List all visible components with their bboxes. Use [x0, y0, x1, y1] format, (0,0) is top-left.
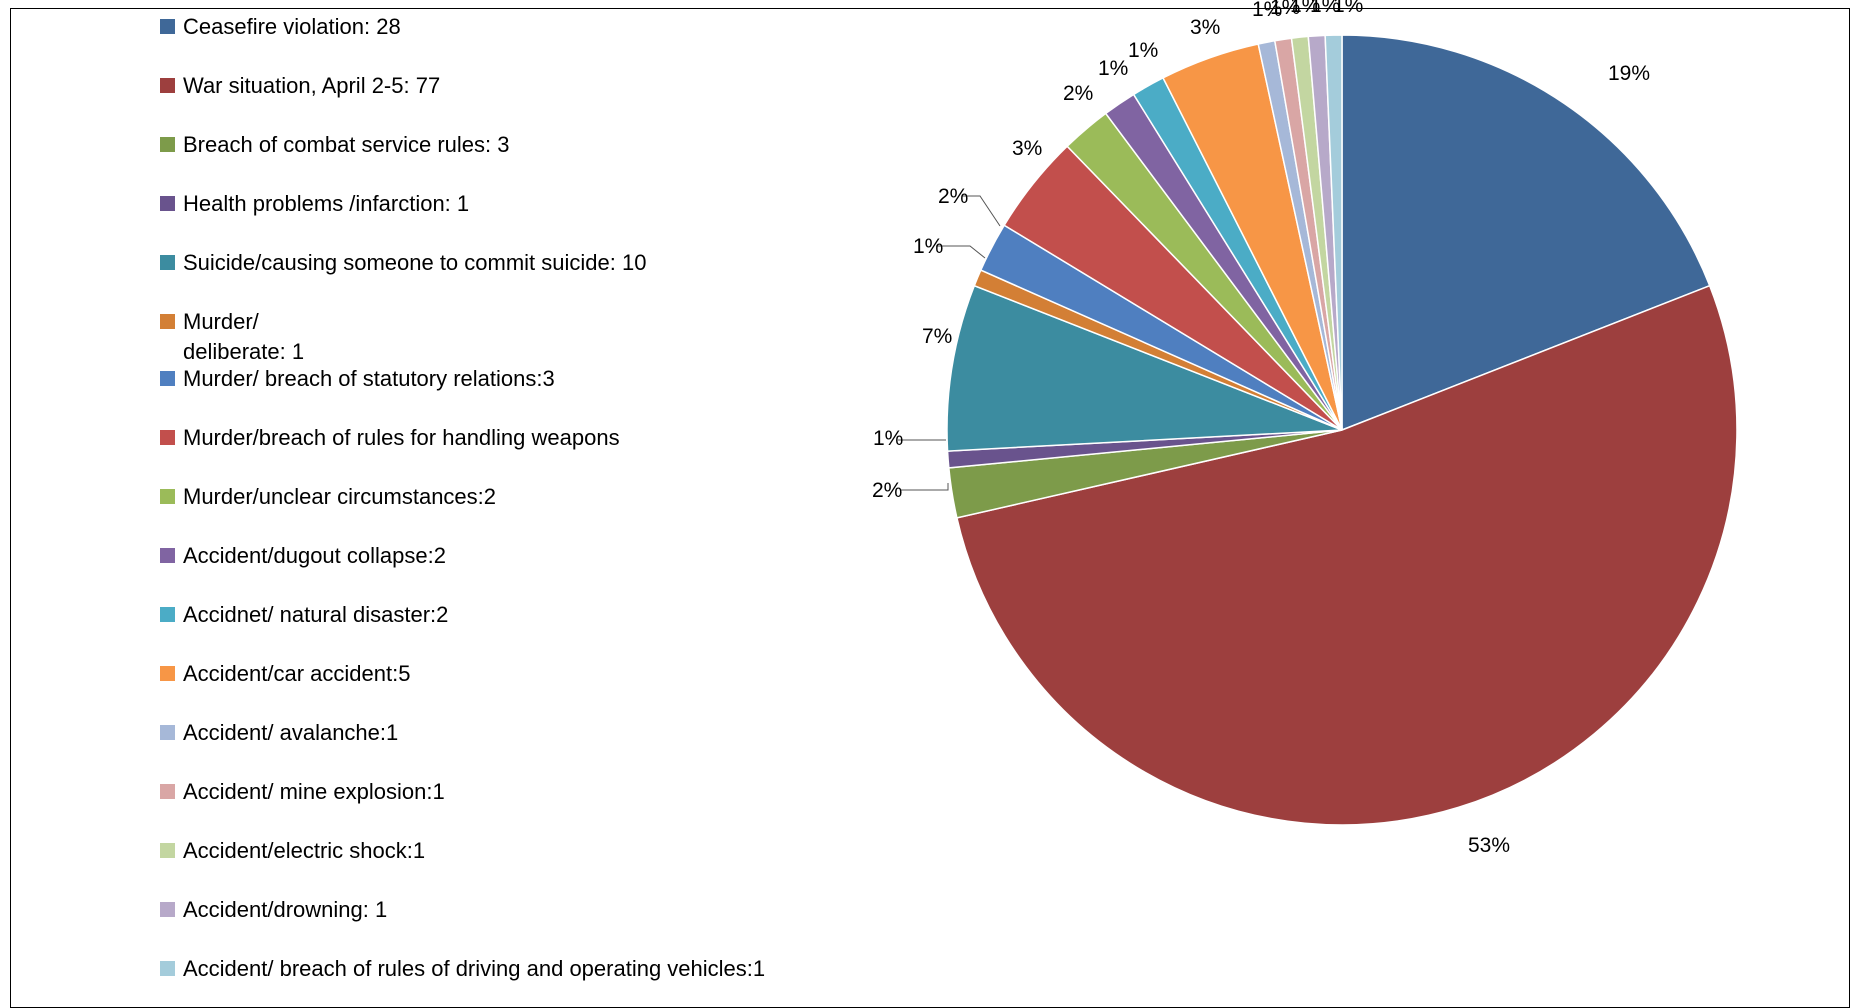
- legend-label: Breach of combat service rules: 3: [183, 132, 510, 157]
- legend-label: Murder/ deliberate: 1: [183, 309, 305, 364]
- legend-item: Murder/ deliberate: 1: [160, 307, 304, 367]
- legend-swatch: [160, 314, 175, 329]
- leader-line: [900, 483, 949, 491]
- legend-swatch: [160, 196, 175, 211]
- slice-percent-label: 1%: [1290, 0, 1320, 17]
- legend-label: Ceasefire violation: 28: [183, 14, 401, 39]
- legend-swatch: [160, 902, 175, 917]
- legend-swatch: [160, 255, 175, 270]
- legend-label: Accidnet/ natural disaster:2: [183, 602, 449, 627]
- legend-item: Accident/dugout collapse:2: [160, 541, 446, 571]
- legend-label: Murder/ breach of statutory relations:3: [183, 366, 555, 391]
- slice-percent-label: 2%: [1063, 82, 1093, 105]
- legend-item: Accident/car accident:5: [160, 659, 410, 689]
- legend-item: Accident/electric shock:1: [160, 836, 425, 866]
- legend-swatch: [160, 78, 175, 93]
- legend-label: Accident/electric shock:1: [183, 838, 426, 863]
- slice-percent-label: 7%: [922, 325, 952, 348]
- slice-percent-label: 3%: [1012, 137, 1042, 160]
- leader-line: [962, 195, 1001, 227]
- pie-slice: [1324, 34, 1343, 431]
- legend-item: Accident/ avalanche:1: [160, 718, 398, 748]
- legend-item: Health problems /infarction: 1: [160, 189, 469, 219]
- legend-item: Accident/ mine explosion:1: [160, 777, 445, 807]
- legend-label: Accident/car accident:5: [183, 661, 411, 686]
- legend-swatch: [160, 489, 175, 504]
- legend-swatch: [160, 607, 175, 622]
- slice-percent-label: 1%: [913, 235, 943, 258]
- legend-label: Murder/breach of rules for handling weap…: [183, 425, 620, 450]
- slice-percent-label: 53%: [1468, 834, 1510, 857]
- slice-percent-label: 1%: [1128, 39, 1158, 62]
- legend-swatch: [160, 961, 175, 976]
- legend-item: Murder/unclear circumstances:2: [160, 482, 496, 512]
- legend-swatch: [160, 666, 175, 681]
- slice-percent-label: 2%: [938, 185, 968, 208]
- legend-item: Accidnet/ natural disaster:2: [160, 600, 448, 630]
- legend-item: Murder/breach of rules for handling weap…: [160, 423, 620, 453]
- pie-slice: [1341, 34, 1711, 432]
- legend-swatch: [160, 137, 175, 152]
- legend-swatch: [160, 371, 175, 386]
- legend-swatch: [160, 843, 175, 858]
- leader-line: [936, 245, 986, 259]
- percent-labels: 19%53%2%1%7%1%2%3%2%1%1%3%1%1%1%1%1%: [872, 0, 1650, 857]
- slice-percent-label: 1%: [1270, 0, 1300, 19]
- legend-swatch: [160, 548, 175, 563]
- slice-percent-label: 1%: [1333, 0, 1363, 17]
- legend-item: Accident/ breach of rules of driving and…: [160, 954, 765, 984]
- slice-percent-label: 1%: [1310, 0, 1340, 17]
- legend-label: Accident/ mine explosion:1: [183, 779, 445, 804]
- legend-item: Suicide/causing someone to commit suicid…: [160, 248, 646, 278]
- legend-label: Health problems /infarction: 1: [183, 191, 470, 216]
- legend-label: Suicide/causing someone to commit suicid…: [183, 250, 647, 275]
- pie-slice: [956, 284, 1738, 826]
- legend-item: Murder/ breach of statutory relations:3: [160, 364, 555, 394]
- pie-slices: [946, 34, 1738, 826]
- legend-label: Accident/drowning: 1: [183, 897, 388, 922]
- legend-item: Breach of combat service rules: 3: [160, 130, 509, 160]
- legend-label: Murder/unclear circumstances:2: [183, 484, 497, 509]
- legend-item: War situation, April 2-5: 77: [160, 71, 440, 101]
- legend-label: Accident/dugout collapse:2: [183, 543, 446, 568]
- legend-item: Accident/drowning: 1: [160, 895, 387, 925]
- legend-item: Ceasefire violation: 28: [160, 12, 401, 42]
- leader-lines: [898, 195, 1001, 491]
- slice-percent-label: 2%: [872, 479, 902, 502]
- legend-swatch: [160, 784, 175, 799]
- slice-percent-label: 19%: [1608, 62, 1650, 85]
- legend-label: Accident/ avalanche:1: [183, 720, 399, 745]
- slice-percent-label: 1%: [1098, 57, 1128, 80]
- slice-percent-label: 1%: [1252, 0, 1282, 21]
- legend-swatch: [160, 725, 175, 740]
- slice-percent-label: 3%: [1190, 16, 1220, 39]
- pie-slice: [946, 284, 1343, 452]
- legend-swatch: [160, 19, 175, 34]
- legend-label: Accident/ breach of rules of driving and…: [183, 956, 766, 981]
- legend-label: War situation, April 2-5: 77: [183, 73, 441, 98]
- legend-swatch: [160, 430, 175, 445]
- slice-percent-label: 1%: [873, 427, 903, 450]
